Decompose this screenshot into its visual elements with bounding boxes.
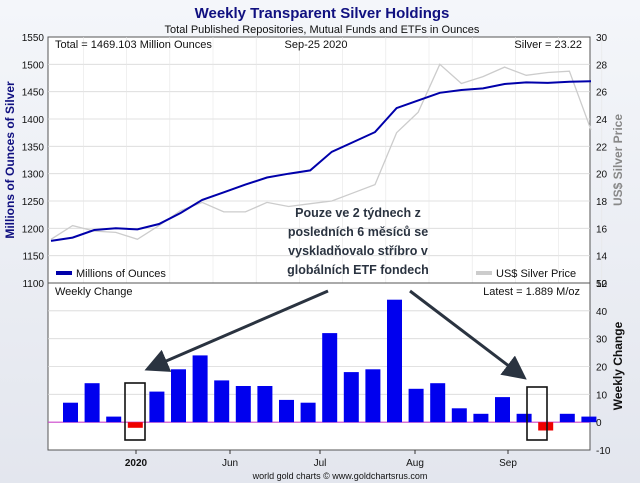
upper-left-tick-label: 1150 (22, 252, 44, 263)
upper-right-tick-label: 12 (596, 279, 608, 290)
bar (495, 397, 510, 423)
x-axis-tick-label: Jul (314, 458, 327, 469)
bar (257, 386, 273, 423)
lower-tick-label: 10 (596, 390, 608, 401)
bar (84, 383, 100, 423)
upper-right-axis-label: US$ Silver Price (611, 114, 625, 206)
upper-right-tick-label: 24 (596, 115, 608, 126)
bar (430, 383, 446, 423)
lower-tick-label: 40 (596, 307, 608, 318)
bar (387, 299, 402, 423)
bar (214, 380, 230, 423)
bar (473, 413, 489, 423)
upper-left-tick-label: 1450 (22, 88, 45, 99)
lower-right-axis-label: Weekly Change (611, 321, 625, 410)
date-label: Sep-25 2020 (285, 39, 348, 51)
bar (451, 408, 467, 423)
weekly-change-title: Weekly Change (55, 286, 132, 298)
x-axis-tick-label: Jun (222, 458, 238, 469)
total-label: Total = 1469.103 Million Ounces (55, 39, 212, 51)
upper-left-tick-label: 1400 (22, 115, 45, 126)
upper-left-tick-label: 1300 (22, 170, 45, 181)
chart-subtitle: Total Published Repositories, Mutual Fun… (165, 24, 480, 36)
annotation-arrow-right (409, 289, 527, 380)
upper-plot-area (47, 36, 591, 284)
series-line-holdings (50, 80, 592, 242)
upper-right-tick-label: 14 (596, 252, 608, 263)
bar (192, 355, 208, 423)
weekly-change-bars (63, 299, 597, 431)
upper-right-tick-label: 22 (596, 142, 608, 153)
lower-tick-labels: -10 0 10 20 30 40 50 (596, 279, 611, 457)
bar-negative (127, 422, 143, 428)
lower-gridlines (48, 310, 590, 395)
lower-tick-label: 20 (596, 363, 608, 374)
upper-right-tick-label: 26 (596, 88, 608, 99)
annotation-arrow-left (144, 289, 329, 372)
bar (322, 333, 338, 423)
upper-left-tick-label: 1350 (22, 142, 45, 153)
upper-left-tick-label: 1200 (22, 224, 45, 235)
bar (343, 372, 359, 423)
upper-y-axis-label: Millions of Ounces of Silver (3, 81, 17, 239)
latest-label: Latest = 1.889 M/oz (483, 286, 580, 298)
highlight-box-1 (124, 382, 146, 441)
bar (300, 402, 316, 423)
bar (279, 399, 294, 423)
upper-right-tick-label: 16 (596, 224, 608, 235)
upper-right-tick-label: 20 (596, 170, 608, 181)
annotation-line-1: Pouze ve 2 týdnech z (295, 206, 421, 220)
bar (408, 388, 424, 423)
bar (516, 413, 532, 423)
x-axis-tick-label: Aug (406, 458, 424, 469)
x-axis-tick-label: 2020 (125, 458, 148, 469)
upper-right-tick-label: 28 (596, 60, 608, 71)
upper-left-tick-label: 1250 (22, 197, 45, 208)
highlight-box-2 (526, 386, 548, 441)
legend-label-silver-price: US$ Silver Price (496, 268, 576, 280)
bar (559, 413, 575, 423)
lower-tick-label: 30 (596, 335, 608, 346)
bar (235, 386, 251, 423)
bar (581, 416, 597, 423)
bar (365, 369, 381, 423)
annotation-line-4: globálních ETF fondech (287, 263, 429, 277)
lower-tick-label: 0 (596, 418, 602, 429)
bar (63, 402, 78, 423)
chart-title: Weekly Transparent Silver Holdings (195, 5, 450, 22)
upper-left-tick-label: 1550 (22, 33, 45, 44)
bar (149, 391, 165, 423)
bar (106, 416, 122, 423)
lower-tick-label: 50 (596, 279, 608, 290)
x-axis-tick-label: Sep (499, 458, 517, 469)
annotation-line-3: vyskladňovalo stříbro v (288, 244, 428, 258)
upper-left-tick-labels: 1100 1150 1200 1250 1300 1350 1400 1450 1500 1550 (22, 33, 45, 290)
upper-left-tick-label: 1500 (22, 60, 45, 71)
upper-right-tick-label: 18 (596, 197, 608, 208)
upper-right-tick-label: 30 (596, 33, 608, 44)
upper-right-tick-labels: 12 14 16 18 20 22 24 26 28 30 (596, 33, 608, 290)
bar (171, 369, 186, 423)
legend-label-holdings: Millions of Ounces (76, 268, 166, 280)
x-axis-tick-labels: 2020 Jun Jul Aug Sep (125, 450, 517, 469)
series-line-silver-price (50, 63, 592, 241)
silver-price-label: Silver = 23.22 (514, 39, 582, 51)
annotation-line-2: posledních 6 měsíců se (288, 225, 428, 239)
upper-left-tick-label: 1100 (22, 279, 44, 290)
footer-credit: world gold charts © www.goldchartsrus.co… (252, 471, 428, 481)
lower-tick-label: -10 (596, 446, 611, 457)
bar-negative (538, 422, 554, 431)
